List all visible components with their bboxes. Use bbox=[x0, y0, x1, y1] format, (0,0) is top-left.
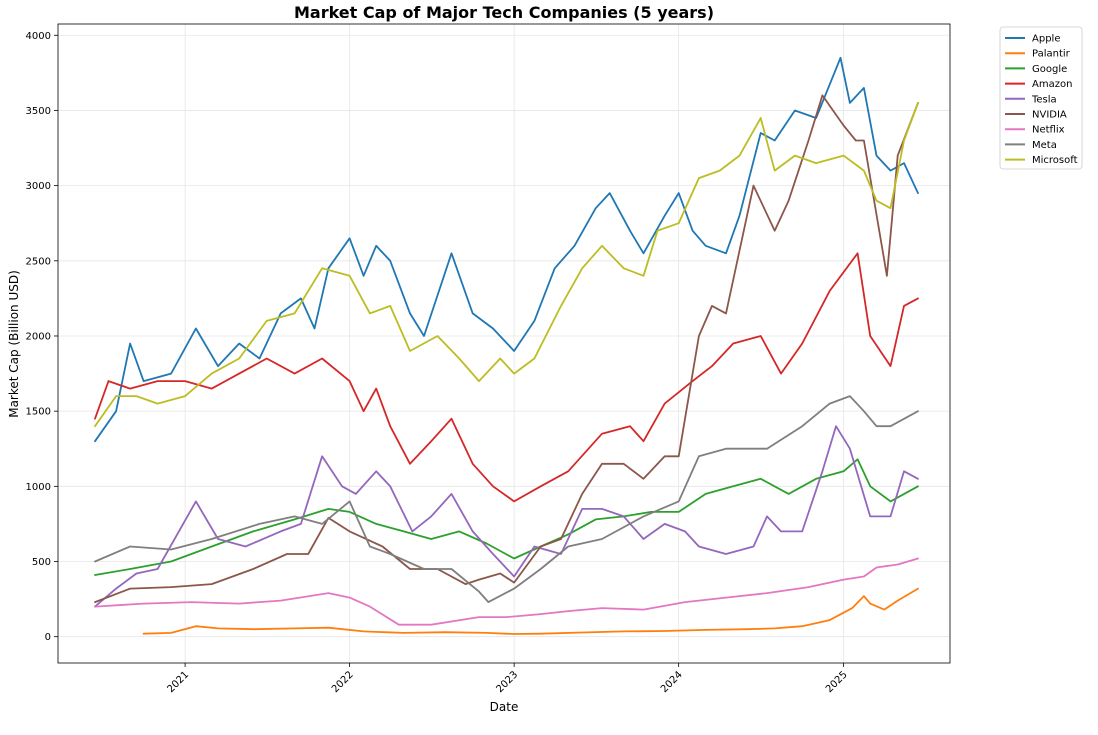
y-tick-label: 0 bbox=[45, 632, 51, 643]
y-tick-label: 1000 bbox=[26, 482, 51, 493]
x-tick-label: 2021 bbox=[165, 669, 191, 695]
x-tick-label: 2024 bbox=[659, 669, 685, 695]
legend-label: NVIDIA bbox=[1032, 110, 1067, 121]
chart-title: Market Cap of Major Tech Companies (5 ye… bbox=[294, 3, 714, 22]
legend-label: Palantir bbox=[1032, 49, 1071, 60]
series-line-nvidia bbox=[94, 94, 919, 603]
legend-label: Tesla bbox=[1031, 94, 1057, 105]
series-line-palantir bbox=[142, 587, 919, 635]
legend-item-nvidia: NVIDIA bbox=[1005, 110, 1067, 121]
y-axis-label: Market Cap (Billion USD) bbox=[7, 270, 21, 418]
legend-item-apple: Apple bbox=[1005, 34, 1060, 45]
series-line-amazon bbox=[94, 252, 919, 503]
legend-item-tesla: Tesla bbox=[1005, 94, 1057, 105]
y-tick-label: 2500 bbox=[26, 256, 51, 267]
legend-label: Netflix bbox=[1032, 125, 1065, 136]
plot-frame bbox=[57, 23, 951, 664]
series-line-microsoft bbox=[94, 102, 919, 428]
legend-item-microsoft: Microsoft bbox=[1005, 155, 1078, 166]
y-tick-label: 1500 bbox=[26, 407, 51, 418]
x-axis-label: Date bbox=[490, 700, 519, 714]
legend-label: Microsoft bbox=[1032, 155, 1078, 166]
y-tick-label: 3000 bbox=[26, 181, 51, 192]
x-tick-label: 2025 bbox=[824, 669, 850, 695]
y-tick-label: 500 bbox=[32, 557, 51, 568]
series-line-tesla bbox=[94, 425, 919, 608]
legend: Apple Palantir Google Amazon Tesla NVIDIA Netf… bbox=[999, 26, 1083, 170]
legend-label: Meta bbox=[1032, 140, 1057, 151]
series-line-netflix bbox=[94, 557, 919, 626]
series-lines bbox=[94, 56, 919, 635]
x-tick-label: 2022 bbox=[330, 669, 356, 695]
legend-box bbox=[999, 26, 1083, 170]
gridlines bbox=[58, 24, 950, 663]
legend-label: Google bbox=[1032, 64, 1067, 75]
series-line-meta bbox=[94, 395, 919, 603]
y-tick-label: 3500 bbox=[26, 106, 51, 117]
legend-item-google: Google bbox=[1005, 64, 1067, 75]
legend-item-meta: Meta bbox=[1005, 140, 1057, 151]
y-axis-ticks: 0 500 1000 1500 2000 2500 3000 3500 4000 bbox=[26, 31, 58, 643]
legend-label: Apple bbox=[1032, 34, 1060, 45]
legend-items: Apple Palantir Google Amazon Tesla NVIDIA Netf… bbox=[1005, 34, 1078, 166]
series-line-apple bbox=[94, 56, 919, 443]
legend-item-amazon: Amazon bbox=[1005, 79, 1072, 90]
legend-label: Amazon bbox=[1032, 79, 1072, 90]
legend-item-netflix: Netflix bbox=[1005, 125, 1065, 136]
y-tick-label: 2000 bbox=[26, 331, 51, 342]
y-tick-label: 4000 bbox=[26, 31, 51, 42]
x-axis-ticks: 2021 2022 2023 2024 2025 bbox=[165, 663, 850, 695]
series-line-google bbox=[94, 458, 919, 576]
legend-item-palantir: Palantir bbox=[1005, 49, 1071, 60]
x-tick-label: 2023 bbox=[494, 669, 520, 695]
